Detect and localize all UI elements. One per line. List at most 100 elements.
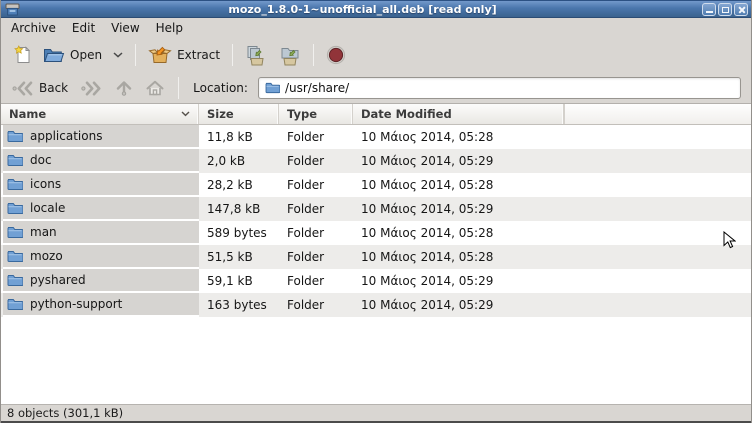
folder-icon bbox=[7, 154, 23, 166]
minimize-button[interactable] bbox=[702, 2, 716, 16]
folder-icon bbox=[7, 250, 23, 262]
stop-icon bbox=[326, 45, 346, 65]
type-cell: Folder bbox=[287, 298, 325, 312]
back-button-label: Back bbox=[39, 81, 69, 95]
up-icon bbox=[116, 81, 132, 96]
window-bottom-edge bbox=[1, 421, 751, 423]
maximize-button[interactable] bbox=[718, 2, 732, 16]
statusbar-text: 8 objects (301,1 kB) bbox=[7, 406, 124, 420]
folder-icon bbox=[7, 226, 23, 238]
location-input[interactable]: /usr/share/ bbox=[257, 77, 741, 99]
table-row[interactable]: python-support 163 bytes Folder 10 Μάιος… bbox=[1, 293, 751, 317]
menu-edit[interactable]: Edit bbox=[71, 20, 96, 35]
file-name: mozo bbox=[30, 249, 63, 263]
forward-button[interactable] bbox=[75, 79, 108, 98]
name-cell: doc bbox=[3, 149, 199, 173]
home-icon bbox=[146, 80, 164, 96]
add-folder-icon bbox=[281, 47, 299, 65]
column-header-name[interactable]: Name bbox=[1, 104, 199, 124]
date-cell: 10 Μάιος 2014, 05:28 bbox=[361, 226, 494, 240]
column-header-date[interactable]: Date Modified bbox=[353, 104, 564, 124]
extract-icon bbox=[148, 46, 172, 63]
type-cell: Folder bbox=[287, 250, 325, 264]
size-cell: 147,8 kB bbox=[207, 202, 261, 216]
column-header-type[interactable]: Type bbox=[279, 104, 353, 124]
table-row[interactable]: locale 147,8 kB Folder 10 Μάιος 2014, 05… bbox=[1, 197, 751, 221]
size-cell: 11,8 kB bbox=[207, 130, 253, 144]
type-cell: Folder bbox=[287, 274, 325, 288]
menubar: Archive Edit View Help bbox=[1, 18, 751, 37]
date-cell: 10 Μάιος 2014, 05:29 bbox=[361, 298, 494, 312]
table-header: Name Size Type Date Modified bbox=[1, 104, 751, 125]
file-name: pyshared bbox=[30, 273, 86, 287]
list-empty-area bbox=[1, 317, 751, 404]
size-cell: 28,2 kB bbox=[207, 178, 253, 192]
table-row[interactable]: icons 28,2 kB Folder 10 Μάιος 2014, 05:2… bbox=[1, 173, 751, 197]
column-header-name-label: Name bbox=[9, 107, 47, 121]
name-cell: python-support bbox=[3, 293, 199, 317]
size-cell: 51,5 kB bbox=[207, 250, 253, 264]
home-button[interactable] bbox=[140, 78, 170, 98]
file-name: locale bbox=[30, 201, 66, 215]
toolbar-separator bbox=[135, 44, 137, 66]
date-cell: 10 Μάιος 2014, 05:28 bbox=[361, 250, 494, 264]
column-header-size[interactable]: Size bbox=[199, 104, 279, 124]
folder-icon bbox=[7, 130, 23, 142]
window-controls bbox=[702, 2, 748, 16]
name-cell: applications bbox=[3, 125, 199, 149]
name-cell: man bbox=[3, 221, 199, 245]
chevron-down-icon bbox=[113, 52, 123, 58]
table-rows: applications 11,8 kB Folder 10 Μάιος 201… bbox=[1, 125, 751, 317]
back-icon bbox=[12, 81, 33, 95]
new-archive-button[interactable] bbox=[7, 42, 37, 68]
add-files-icon bbox=[247, 45, 264, 65]
table-row[interactable]: man 589 bytes Folder 10 Μάιος 2014, 05:2… bbox=[1, 221, 751, 245]
table-row[interactable]: pyshared 59,1 kB Folder 10 Μάιος 2014, 0… bbox=[1, 269, 751, 293]
open-button[interactable]: Open bbox=[37, 44, 129, 66]
type-cell: Folder bbox=[287, 130, 325, 144]
archive-window-icon bbox=[5, 3, 20, 15]
stop-button[interactable] bbox=[320, 42, 352, 68]
maximize-icon bbox=[722, 6, 729, 13]
file-list: Name Size Type Date Modified application… bbox=[1, 103, 751, 404]
file-name: doc bbox=[30, 153, 52, 167]
file-name: python-support bbox=[30, 297, 123, 311]
date-cell: 10 Μάιος 2014, 05:29 bbox=[361, 274, 494, 288]
up-button[interactable] bbox=[110, 78, 138, 98]
type-cell: Folder bbox=[287, 202, 325, 216]
type-cell: Folder bbox=[287, 226, 325, 240]
close-button[interactable] bbox=[734, 2, 748, 16]
add-files-button[interactable] bbox=[239, 42, 273, 69]
new-archive-icon bbox=[14, 45, 31, 63]
add-folder-button[interactable] bbox=[273, 42, 307, 69]
folder-icon bbox=[7, 178, 23, 190]
titlebar[interactable]: mozo_1.8.0-1~unofficial_all.deb [read on… bbox=[1, 0, 751, 18]
folder-icon bbox=[7, 298, 23, 310]
date-cell: 10 Μάιος 2014, 05:28 bbox=[361, 178, 494, 192]
location-label: Location: bbox=[193, 81, 248, 95]
window-title: mozo_1.8.0-1~unofficial_all.deb [read on… bbox=[228, 2, 497, 16]
name-cell: pyshared bbox=[3, 269, 199, 293]
extract-button[interactable]: Extract bbox=[142, 43, 226, 67]
toolbar-separator bbox=[313, 44, 315, 66]
date-cell: 10 Μάιος 2014, 05:29 bbox=[361, 154, 494, 168]
name-cell: mozo bbox=[3, 245, 199, 269]
menu-help[interactable]: Help bbox=[155, 20, 183, 35]
navigation-bar: Back Location: bbox=[1, 73, 751, 103]
table-row[interactable]: doc 2,0 kB Folder 10 Μάιος 2014, 05:29 bbox=[1, 149, 751, 173]
table-row[interactable]: mozo 51,5 kB Folder 10 Μάιος 2014, 05:28 bbox=[1, 245, 751, 269]
name-cell: icons bbox=[3, 173, 199, 197]
menu-view[interactable]: View bbox=[111, 20, 140, 35]
back-button[interactable]: Back bbox=[7, 79, 73, 98]
type-cell: Folder bbox=[287, 154, 325, 168]
sort-indicator-icon bbox=[181, 111, 190, 117]
table-row[interactable]: applications 11,8 kB Folder 10 Μάιος 201… bbox=[1, 125, 751, 149]
minimize-icon bbox=[706, 10, 713, 13]
folder-icon bbox=[7, 274, 23, 286]
location-value: /usr/share/ bbox=[284, 81, 350, 95]
size-cell: 2,0 kB bbox=[207, 154, 246, 168]
type-cell: Folder bbox=[287, 178, 325, 192]
menu-archive[interactable]: Archive bbox=[11, 20, 56, 35]
folder-icon bbox=[265, 82, 280, 94]
forward-icon bbox=[81, 81, 101, 95]
